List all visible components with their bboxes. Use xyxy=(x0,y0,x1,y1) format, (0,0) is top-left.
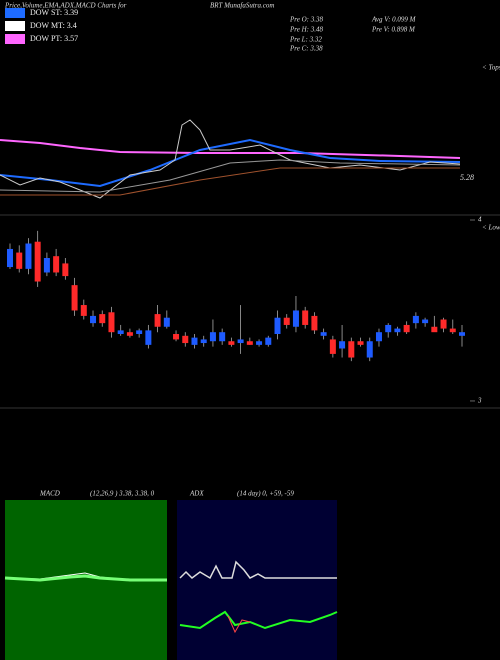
candle-body xyxy=(154,314,161,327)
ema-line xyxy=(0,167,460,196)
stat: Pre O: 3.38 xyxy=(289,16,323,24)
candle-body xyxy=(375,332,382,342)
candle-body xyxy=(394,328,401,333)
candle-body xyxy=(90,315,97,324)
y-tick-label: 4 xyxy=(478,216,482,224)
macd-params: (12,26,9 ) 3.38, 3.38, 0 xyxy=(90,490,155,498)
candle-body xyxy=(339,341,346,349)
legend-swatch xyxy=(5,21,25,31)
candle-body xyxy=(34,241,41,282)
candle-body xyxy=(292,310,299,327)
ema-line xyxy=(0,138,461,188)
candle-body xyxy=(43,258,50,273)
candle-body xyxy=(385,324,392,333)
candle-body xyxy=(126,332,133,336)
candle-body xyxy=(163,317,170,327)
candle-body xyxy=(136,330,143,334)
candles: 43 xyxy=(7,216,482,405)
candle-body xyxy=(412,315,419,324)
adx-params: (14 day) 0, +59, -59 xyxy=(237,490,294,498)
macd-title: MACD xyxy=(39,490,60,498)
stat: Pre L: 3.32 xyxy=(289,36,322,44)
side-label: < Lows xyxy=(482,224,500,232)
candle-body xyxy=(25,243,32,269)
candle-body xyxy=(228,341,235,345)
candle-body xyxy=(302,310,309,325)
candle-body xyxy=(191,337,198,345)
stat: Pre H: 3.48 xyxy=(289,26,323,34)
adx-title: ADX xyxy=(189,490,204,498)
candle-body xyxy=(99,314,106,324)
stat: Pre C: 3.38 xyxy=(289,45,323,53)
ema-line xyxy=(0,139,461,159)
header-left: Price,Volume,EMA,ADX,MACD Charts for xyxy=(4,2,127,10)
candle-body xyxy=(108,312,115,333)
macd-signal xyxy=(4,574,167,582)
candle-body xyxy=(117,330,124,334)
legend-swatch xyxy=(5,8,25,18)
legend-swatch xyxy=(5,34,25,44)
legend-label: DOW MT: 3.4 xyxy=(30,21,77,30)
candle-body xyxy=(311,315,318,331)
ema-line xyxy=(0,159,461,193)
adx-line xyxy=(179,560,337,580)
candle-body xyxy=(71,285,78,311)
candle-body xyxy=(440,319,447,329)
stat: Pre V: 0.898 M xyxy=(371,26,416,34)
candle-body xyxy=(366,341,373,358)
legend: DOW ST: 3.39 DOW MT: 3.4 DOW PT: 3.57 xyxy=(5,8,78,44)
candle-body xyxy=(265,337,272,345)
candle-body xyxy=(16,252,23,269)
adx-panel xyxy=(177,500,337,660)
header-right: BRT MunafaSutra.com xyxy=(210,2,274,10)
stat: Avg V: 0.099 M xyxy=(371,16,417,24)
candle-body xyxy=(403,324,410,333)
candle-body xyxy=(422,319,429,324)
di-minus xyxy=(227,615,251,634)
candle-body xyxy=(145,330,152,345)
candle-body xyxy=(357,341,364,345)
candle-body xyxy=(348,341,355,358)
candle-body xyxy=(237,339,244,344)
candle-body xyxy=(283,317,290,325)
candle-body xyxy=(256,341,263,345)
legend-label: DOW ST: 3.39 xyxy=(30,8,78,17)
side-label: < Tops xyxy=(482,64,500,72)
price-line xyxy=(0,119,461,199)
candle-body xyxy=(246,341,253,345)
y-tick-label: 3 xyxy=(477,397,482,405)
candle-body xyxy=(200,339,207,344)
candle-body xyxy=(182,335,189,344)
candle-body xyxy=(219,332,226,342)
price-label: 5.28 xyxy=(460,173,474,182)
candle-body xyxy=(449,328,456,333)
candle-body xyxy=(62,263,69,277)
candle-body xyxy=(329,339,336,354)
candle-body xyxy=(274,317,281,334)
candle-body xyxy=(459,332,465,336)
candle-body xyxy=(173,334,180,340)
candle-body xyxy=(209,332,216,342)
candle-body xyxy=(80,305,87,316)
legend-label: DOW PT: 3.57 xyxy=(30,34,78,43)
candle-body xyxy=(7,248,13,268)
candle-body xyxy=(431,326,438,333)
candle-body xyxy=(53,256,60,273)
candle-body xyxy=(320,332,327,336)
